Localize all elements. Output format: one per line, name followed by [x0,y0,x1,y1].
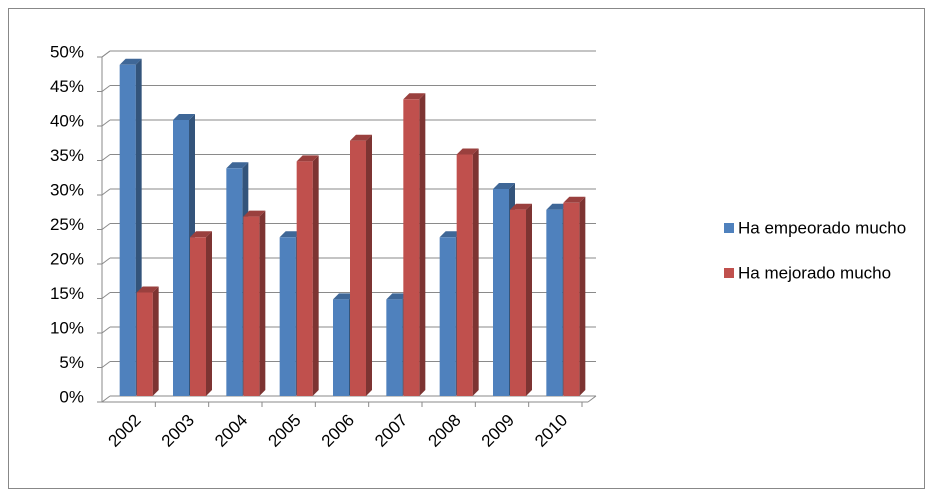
bar-top [226,162,249,169]
bar-front [136,292,153,396]
bar-front [119,64,136,397]
bar-top [173,114,195,120]
y-tick-label: 30% [50,180,84,199]
bar-front [563,202,580,396]
bar-top [296,155,319,162]
bar-top [333,293,355,300]
bar [403,93,426,397]
bar-front [190,237,206,396]
grid-line-side [101,223,111,230]
bar-top [439,231,462,238]
grid-line-side [101,119,111,127]
bar-side [312,155,319,396]
y-tick-label: 10% [50,318,84,337]
y-tick-label: 20% [50,249,84,268]
grid-line-side [101,257,111,265]
bar-front [456,154,473,396]
bar-top [493,183,515,189]
grid-line-side [101,50,111,58]
bar-top [190,231,212,238]
bar [243,210,266,396]
bar [190,231,212,396]
bar-top [386,293,409,300]
bar-top [546,203,569,210]
bar-top [119,58,142,65]
y-tick-label: 45% [50,77,84,96]
legend-swatch [724,268,734,278]
axis-floor [587,395,597,403]
bar-side [259,210,266,396]
bar-side [206,231,212,396]
bar [563,196,586,396]
bar-side [152,286,159,396]
bar-front [403,99,420,397]
bar-top [243,210,266,217]
bar-front [350,140,366,396]
grid-line-side [101,292,111,299]
y-tick-label: 15% [50,284,84,303]
y-tick-label: 0% [59,387,84,406]
grid-line-side [101,361,111,368]
bar-front [493,189,509,396]
legend-label: Ha empeorado mucho [738,218,906,237]
bar-side [579,196,586,396]
bar-top [456,148,479,155]
grid-line-side [101,326,111,334]
y-tick-label: 50% [50,42,84,61]
bar-front [333,299,349,396]
grid-line-side [101,85,111,92]
grid-line-side [101,188,111,196]
bar-side [526,203,532,396]
legend-label: Ha mejorado mucho [738,263,891,282]
legend-swatch [724,223,734,233]
bar-front [386,299,403,396]
bar-side [366,134,372,396]
bar-top [403,93,426,100]
grid-line-side [101,154,111,161]
bar [456,148,479,396]
bar-top [563,196,586,203]
bar-front [226,168,243,396]
bar-top [279,231,302,238]
bar-top [136,286,159,293]
y-tick-label: 35% [50,146,84,165]
bar-front [296,161,313,396]
bar-front [439,237,456,396]
bar-top [350,134,372,141]
y-tick-label: 25% [50,215,84,234]
bar-front [510,209,526,396]
y-tick-label: 5% [59,353,84,372]
bar-front [243,216,260,396]
bar-side [419,93,426,397]
bar-front [546,209,563,396]
bar [136,286,159,396]
bar-top [510,203,532,210]
bar [350,134,372,396]
bar [510,203,532,396]
bar-front [173,120,189,396]
grid-line-side [101,395,111,403]
bar [296,155,319,396]
bar-front [279,237,296,396]
y-tick-label: 40% [50,111,84,130]
bar-side [472,148,479,396]
